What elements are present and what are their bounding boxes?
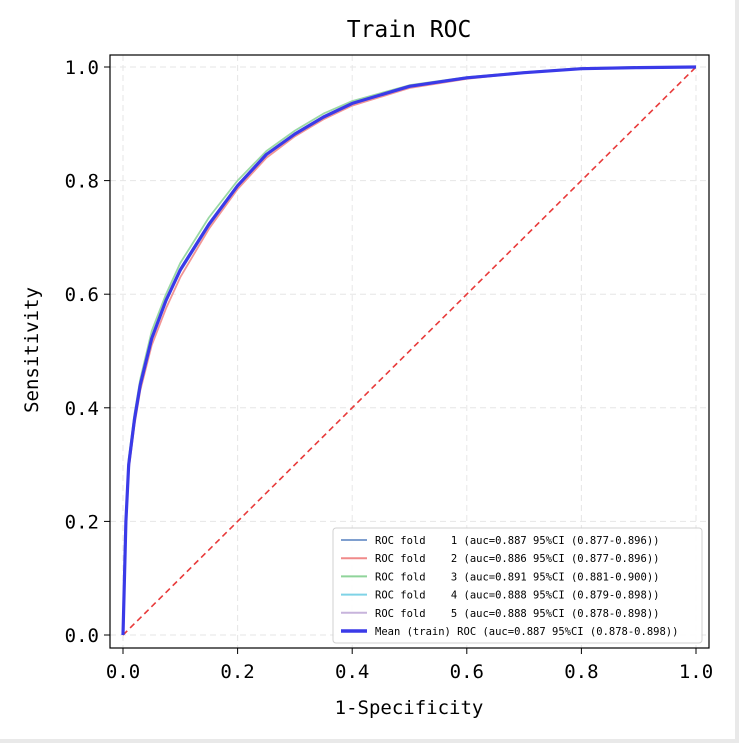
legend-label: Mean (train) ROC (auc=0.887 95%CI (0.878… [375, 626, 678, 638]
x-tick-label: 0.6 [450, 661, 484, 683]
y-tick-label: 0.4 [65, 398, 99, 420]
ticks: 0.0 0.2 0.4 0.6 0.8 1.0 0.0 0.2 0.4 0.6 0.8 1.0 [65, 57, 713, 683]
y-tick-label: 0.6 [65, 284, 99, 306]
legend-label: ROC fold 4 (auc=0.888 95%CI (0.879-0.898… [375, 590, 659, 602]
mean-roc-line [121, 65, 697, 636]
plot-border [109, 54, 710, 649]
y-tick-label: 0.2 [65, 511, 99, 533]
series-layer [121, 65, 697, 636]
y-tick-label: 1.0 [65, 57, 99, 79]
x-tick-label: 0.0 [106, 661, 140, 683]
legend-label: ROC fold 3 (auc=0.891 95%CI (0.881-0.900… [375, 571, 659, 583]
x-tick-label: 0.8 [564, 661, 598, 683]
chance-diagonal-line [122, 66, 697, 636]
x-tick-label: 1.0 [679, 661, 713, 683]
y-tick-label: 0.0 [65, 625, 99, 647]
legend: ROC fold 1 (auc=0.887 95%CI (0.877-0.896… [332, 527, 703, 644]
y-tick-label: 0.8 [65, 171, 99, 193]
chart-title: Train ROC [347, 17, 472, 43]
x-tick-label: 0.4 [335, 661, 369, 683]
x-tick-label: 0.2 [220, 661, 254, 683]
legend-label: ROC fold 1 (auc=0.887 95%CI (0.877-0.896… [375, 535, 659, 547]
x-axis-label: 1-Specificity [335, 697, 484, 719]
legend-box [332, 527, 703, 644]
legend-label: ROC fold 2 (auc=0.886 95%CI (0.877-0.896… [375, 553, 659, 565]
y-axis-label: Sensitivity [21, 287, 43, 413]
legend-label: ROC fold 5 (auc=0.888 95%CI (0.878-0.898… [375, 608, 659, 620]
